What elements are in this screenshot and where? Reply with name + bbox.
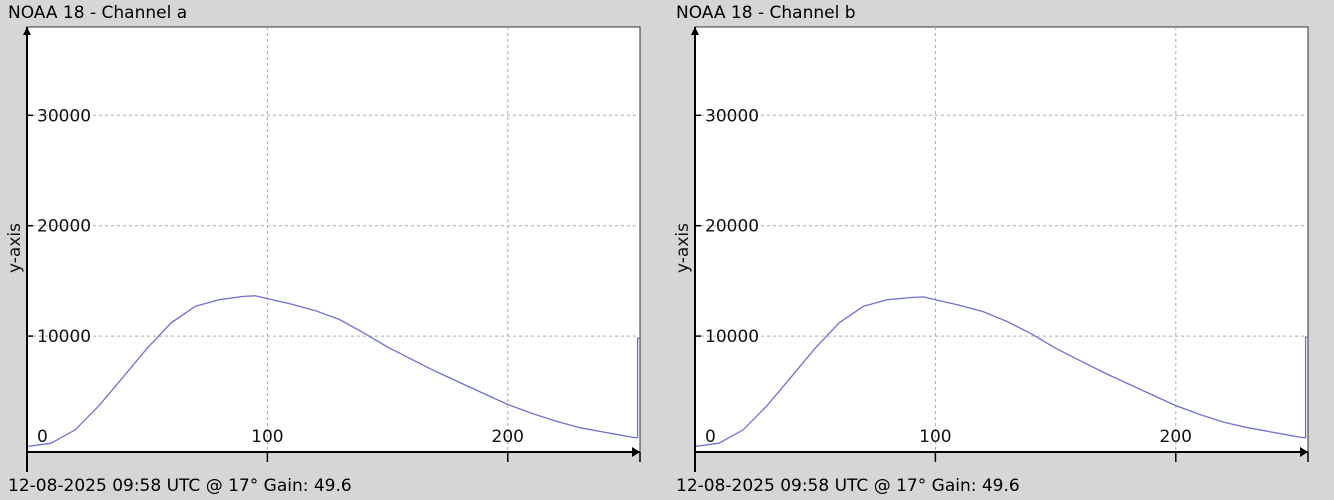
plot-area: [26, 26, 641, 453]
y-axis-label: y-axis: [5, 223, 25, 273]
chart-title: NOAA 18 - Channel b: [676, 3, 856, 23]
y-tick-label: 30000: [37, 106, 91, 126]
y-axis-arrow: [691, 27, 699, 35]
x-axis-arrow: [632, 447, 640, 457]
series-line: [26, 295, 640, 448]
y-axis-label: y-axis: [673, 223, 693, 273]
x-tick-label: 0: [37, 427, 48, 447]
chart-panel-b: NOAA 18 - Channel b 0 100 200 10000 20000 300…: [668, 0, 1328, 500]
x-tick-label: 200: [1160, 427, 1192, 447]
x-tick-label: 100: [919, 427, 951, 447]
plot-b: 0 100 200 10000 20000 30000 y-axis: [673, 26, 1309, 472]
chart-footer: 12-08-2025 09:58 UTC @ 17° Gain: 49.6: [676, 476, 1020, 496]
chart-panel-a: NOAA 18 - Channel a 0 100 200 10000 20000 300…: [0, 0, 660, 500]
y-tick-label: 30000: [705, 106, 759, 126]
plot-area: [694, 26, 1309, 453]
y-tick-label: 20000: [705, 217, 759, 237]
series-line: [694, 296, 1308, 448]
plot-a: 0 100 200 10000 20000 30000 y-axis: [5, 26, 641, 472]
y-tick-label: 10000: [705, 327, 759, 347]
x-tick-label: 100: [251, 427, 283, 447]
chart-title: NOAA 18 - Channel a: [8, 3, 188, 23]
x-axis-arrow: [1300, 447, 1308, 457]
x-tick-label: 0: [705, 427, 716, 447]
x-tick-label: 200: [492, 427, 524, 447]
y-tick-label: 10000: [37, 327, 91, 347]
chart-footer: 12-08-2025 09:58 UTC @ 17° Gain: 49.6: [8, 476, 352, 496]
y-axis-arrow: [23, 27, 31, 35]
y-tick-label: 20000: [37, 217, 91, 237]
